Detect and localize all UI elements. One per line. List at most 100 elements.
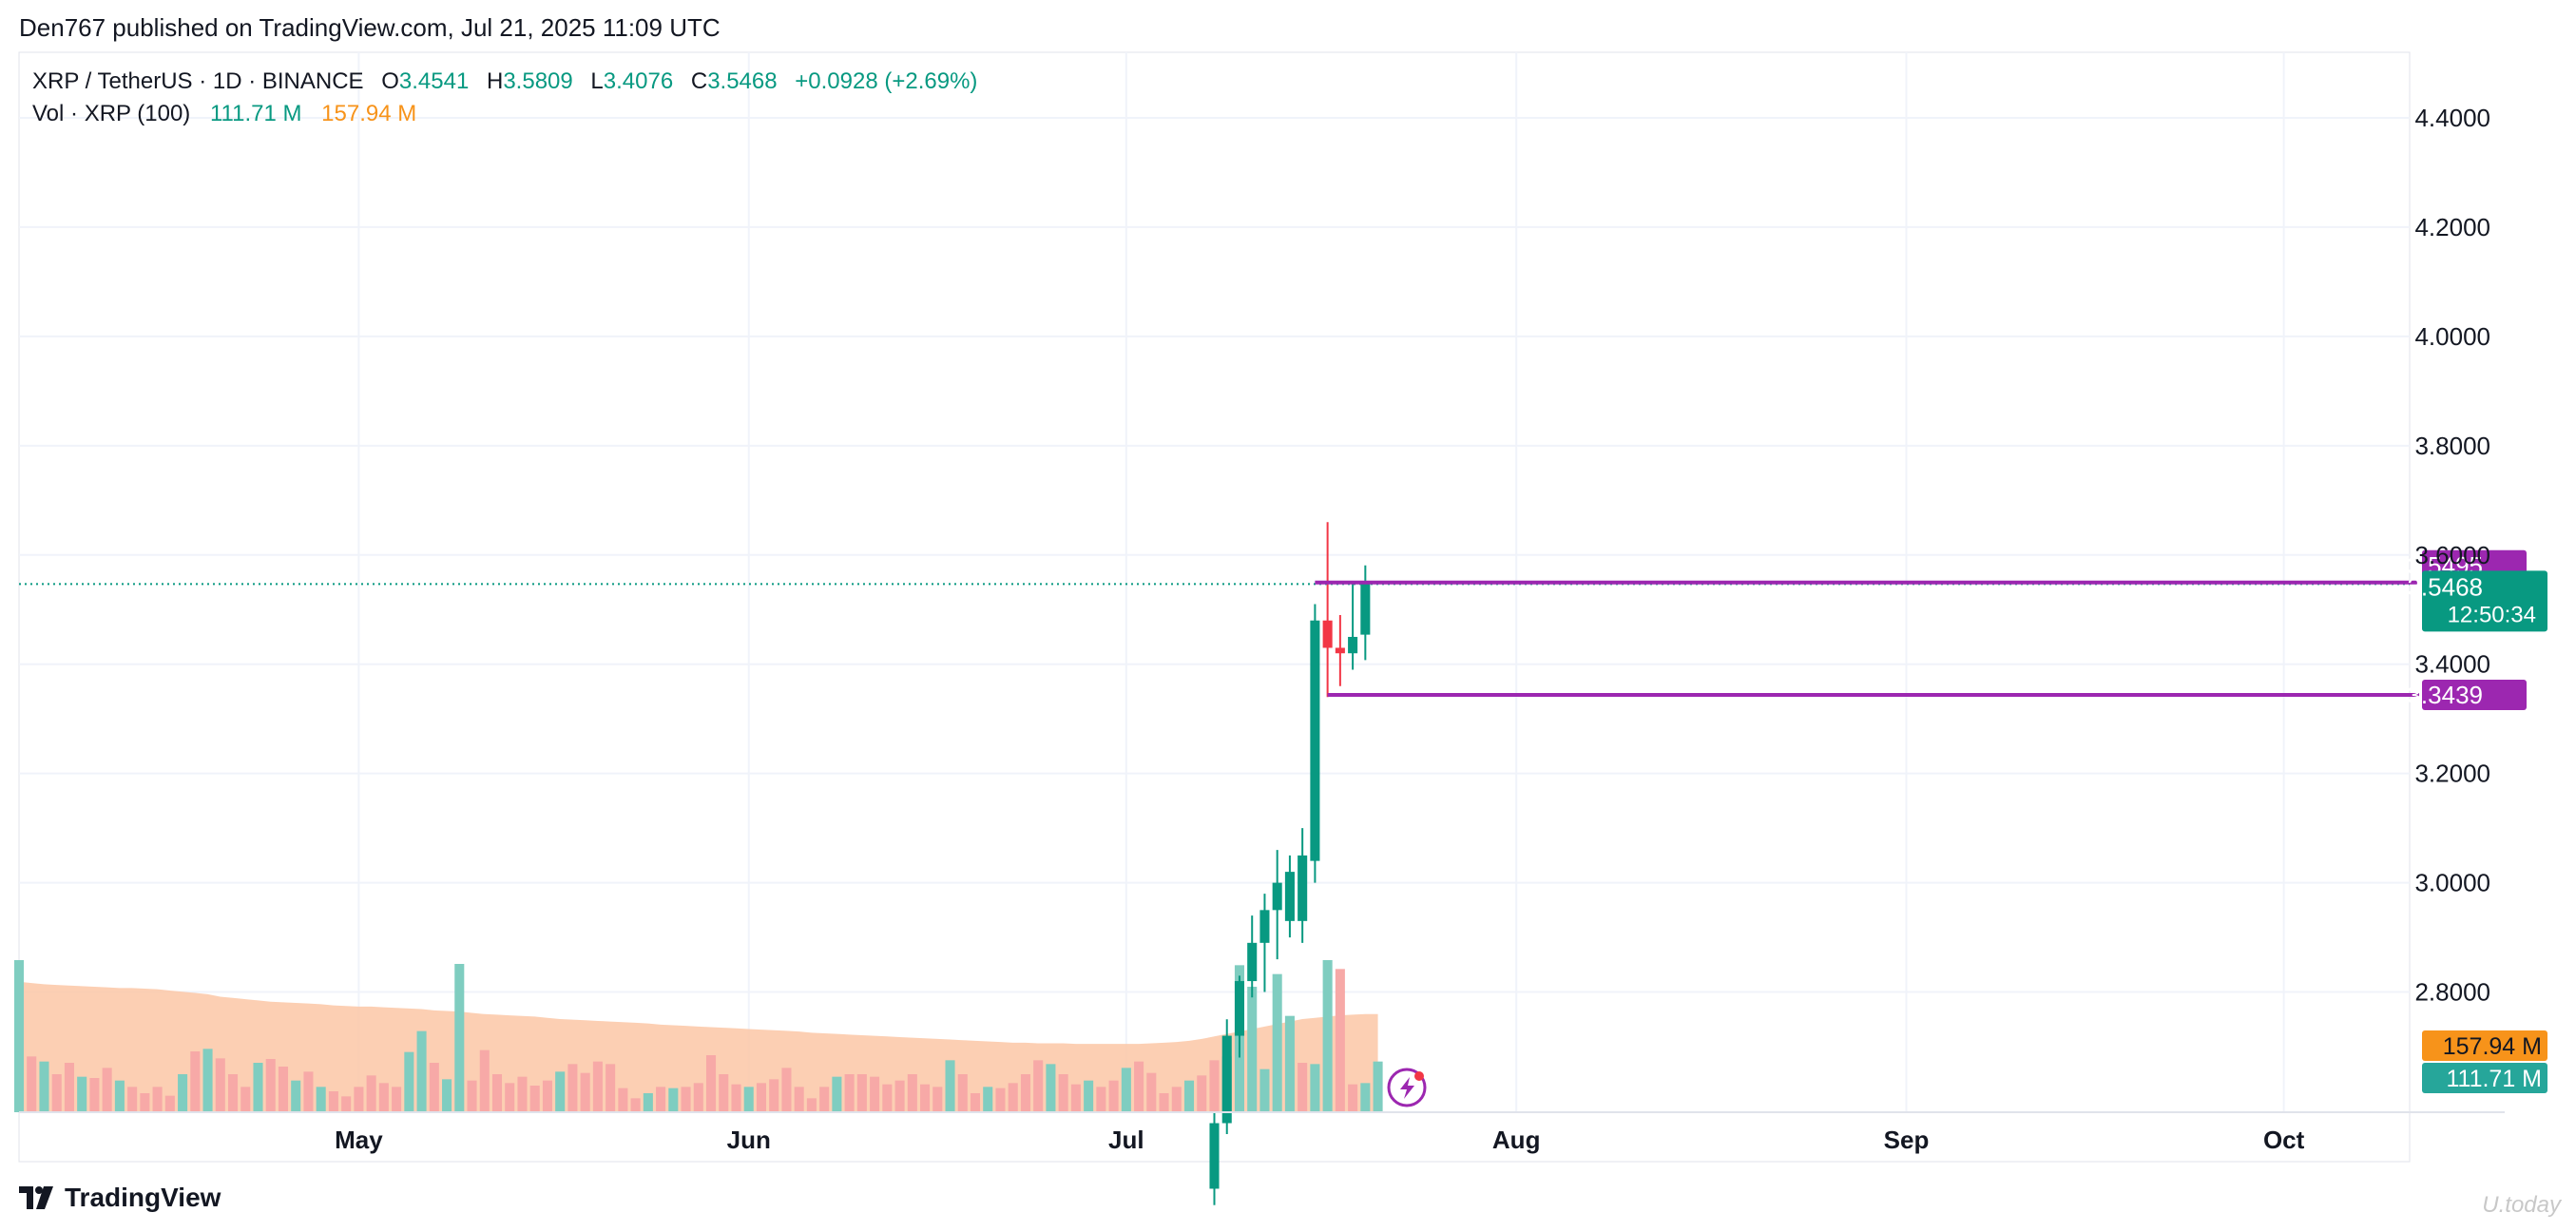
candles[interactable]: [1209, 522, 1371, 1205]
y-tick-label: 3.0000: [2414, 869, 2490, 897]
y-tick-label: 3.4000: [2414, 650, 2490, 679]
legend-high-label: H: [487, 68, 503, 94]
volume-bar: [970, 1093, 981, 1112]
volume-bar: [291, 1080, 301, 1112]
volume-bar: [13, 960, 25, 1112]
candle-body: [1322, 620, 1333, 648]
watermark: U.today: [2482, 1192, 2561, 1218]
volume-bar: [1020, 1074, 1030, 1112]
volume-bar: [354, 1087, 364, 1112]
candle-body: [1247, 942, 1258, 982]
volume-bar: [1070, 1084, 1081, 1112]
volume-label: 111.71 M: [2446, 1066, 2542, 1092]
volume-bar: [429, 1063, 439, 1112]
volume-bar: [1159, 1093, 1169, 1112]
volume-bar: [630, 1098, 641, 1112]
tradingview-logo-icon: [19, 1186, 53, 1209]
volume-bar: [870, 1076, 880, 1112]
candle-body: [1284, 872, 1295, 921]
volume-bar: [555, 1071, 566, 1112]
legend-close-value: 3.5468: [707, 68, 777, 94]
y-tick-label: 4.4000: [2414, 104, 2490, 132]
volume-bar: [1247, 987, 1258, 1112]
x-tick-label: Jun: [727, 1126, 771, 1154]
volume-bar: [731, 1084, 741, 1112]
volume-bar: [1310, 1064, 1320, 1112]
legend-symbol: XRP / TetherUS · 1D · BINANCE: [32, 68, 364, 94]
volume-bar: [442, 1079, 452, 1112]
volume-bar: [178, 1074, 188, 1112]
last-price-label: 3.5468: [2407, 572, 2483, 601]
candle-body: [1234, 981, 1245, 1036]
volume-bar: [643, 1093, 653, 1112]
volume-bar: [39, 1061, 49, 1112]
volume-bar: [681, 1087, 691, 1112]
chart-legend: XRP / TetherUS · 1D · BINANCE O3.4541 H3…: [32, 68, 977, 126]
level-label-lower-text: 3.3439: [2407, 681, 2483, 709]
lightning-icon[interactable]: [1387, 1068, 1427, 1107]
time-axis[interactable]: May Jun Jul Aug Sep Oct: [19, 1111, 2505, 1154]
volume-bar: [152, 1087, 163, 1112]
candle-body: [1335, 647, 1345, 654]
volume-bar: [693, 1083, 703, 1112]
svg-text:Vol · XRP (100) 111.71 M: Vol · XRP (100) 111.71 M 157.94 M: [32, 101, 416, 126]
volume-bar: [618, 1088, 628, 1112]
volume-bar: [1298, 1063, 1308, 1112]
volume-bar: [1360, 1083, 1371, 1112]
volume-bar: [454, 964, 465, 1112]
volume-bar: [705, 1055, 717, 1112]
volume-bar: [769, 1079, 779, 1112]
tradingview-logo[interactable]: TradingView: [19, 1183, 221, 1213]
chart-frame: [18, 51, 2411, 1163]
volume-bar: [366, 1075, 376, 1112]
volume-bar: [1373, 1061, 1383, 1112]
volume-bar: [202, 1049, 213, 1112]
volume-bar: [592, 1061, 603, 1112]
volume-bar: [1108, 1080, 1119, 1112]
legend-open-value: 3.4541: [399, 68, 469, 94]
x-tick-label: Sep: [1884, 1126, 1930, 1154]
volume-bar: [140, 1093, 150, 1112]
volume-bar: [64, 1063, 74, 1112]
volume-bar: [1134, 1061, 1144, 1112]
volume-bar: [656, 1087, 666, 1112]
legend-volume-ma-value: 157.94 M: [321, 101, 416, 126]
legend-volume-label: Vol · XRP (100): [32, 101, 190, 126]
volume-bar: [882, 1084, 893, 1112]
volume-bar: [529, 1086, 540, 1112]
volume-bar: [1335, 969, 1345, 1112]
volume-bar: [806, 1098, 817, 1112]
candle-body: [1209, 1123, 1220, 1189]
volume-bar: [227, 1074, 239, 1112]
legend-volume-value: 111.71 M: [210, 101, 302, 126]
volume-bar: [341, 1096, 352, 1112]
volume-bar: [567, 1064, 578, 1112]
volume-bar: [719, 1074, 729, 1112]
volume-bar: [995, 1088, 1006, 1112]
x-tick-label: Jul: [1108, 1126, 1144, 1154]
volume-bar: [392, 1087, 402, 1112]
volume-bar: [1146, 1072, 1157, 1112]
price-axis[interactable]: 4.4000 4.2000 4.0000 3.8000 3.6000 3.4000 3.20…: [2414, 104, 2490, 1007]
volume-bar: [1272, 973, 1282, 1112]
volume-bar: [1183, 1080, 1195, 1112]
legend-high-value: 3.5809: [503, 68, 572, 94]
volume-bar: [920, 1084, 931, 1112]
volume-bar: [27, 1056, 37, 1112]
volume-bar: [89, 1078, 100, 1112]
legend-low-label: L: [590, 68, 603, 94]
volume-bar: [1096, 1087, 1106, 1112]
volume-bar: [1259, 1068, 1270, 1112]
y-tick-label: 3.6000: [2414, 541, 2490, 569]
volume-bar: [1084, 1080, 1094, 1112]
volume-bar: [856, 1074, 867, 1112]
volume-bar: [265, 1059, 276, 1112]
volume-bar: [316, 1087, 326, 1112]
volume-bars: [13, 960, 1383, 1112]
volume-bar: [1348, 1084, 1358, 1112]
volume-bar: [51, 1074, 62, 1112]
volume-bar: [102, 1068, 112, 1112]
volume-bar: [479, 1049, 490, 1112]
